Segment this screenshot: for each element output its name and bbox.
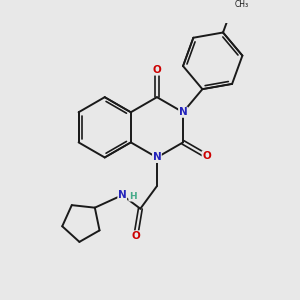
Text: O: O — [202, 151, 211, 161]
Text: H: H — [129, 192, 136, 201]
Text: O: O — [152, 65, 161, 75]
Text: CH₃: CH₃ — [235, 0, 249, 9]
Text: N: N — [118, 190, 127, 200]
Text: O: O — [131, 231, 140, 241]
Text: N: N — [179, 107, 188, 117]
Text: N: N — [152, 152, 161, 163]
